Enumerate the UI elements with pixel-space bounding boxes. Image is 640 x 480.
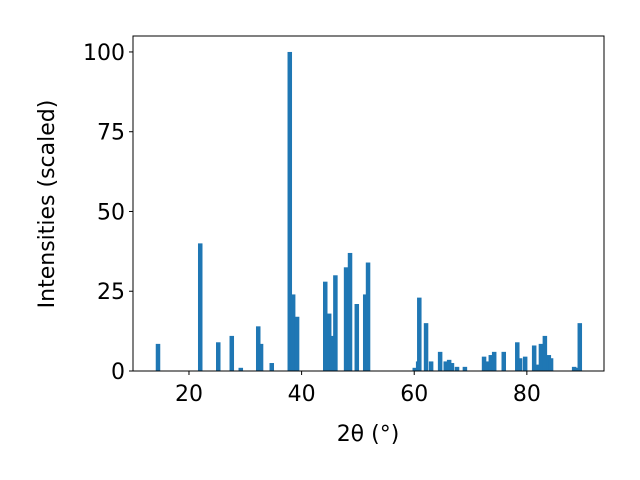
bar xyxy=(329,335,335,371)
bar xyxy=(491,351,497,371)
bar xyxy=(548,358,554,371)
y-tick-label: 25 xyxy=(97,280,125,305)
bar xyxy=(481,356,487,371)
bar xyxy=(258,343,264,371)
x-tick-label: 20 xyxy=(175,382,203,407)
bar xyxy=(412,367,418,371)
y-tick-label: 0 xyxy=(111,360,125,385)
bar xyxy=(343,267,349,371)
bar xyxy=(155,343,161,371)
bar xyxy=(290,294,296,371)
bar xyxy=(446,359,452,371)
bar xyxy=(488,355,494,371)
bar xyxy=(417,297,422,371)
bar xyxy=(428,361,434,371)
y-tick-label: 75 xyxy=(97,121,125,146)
bar xyxy=(531,345,537,371)
bar xyxy=(534,364,540,371)
bar xyxy=(365,262,371,371)
bar xyxy=(354,304,360,371)
bar xyxy=(238,367,244,371)
bar xyxy=(333,275,338,371)
bar xyxy=(269,363,275,371)
bar xyxy=(326,313,332,371)
bar xyxy=(423,323,429,371)
bar xyxy=(577,323,583,371)
bar xyxy=(501,351,507,371)
x-axis-label: 2θ (°) xyxy=(337,422,400,447)
y-axis-label: Intensities (scaled) xyxy=(35,100,60,309)
y-tick-label: 100 xyxy=(83,41,125,66)
bar xyxy=(216,342,221,371)
bar xyxy=(542,335,548,371)
bar xyxy=(449,363,455,371)
bar xyxy=(197,243,203,371)
bar xyxy=(229,335,235,371)
bar xyxy=(515,342,520,371)
x-tick-label: 60 xyxy=(400,382,428,407)
bar xyxy=(454,366,460,371)
bar xyxy=(443,361,449,371)
bar xyxy=(437,351,443,371)
bar xyxy=(538,343,544,371)
bar xyxy=(571,366,577,371)
plot-frame xyxy=(132,35,605,372)
bar xyxy=(484,361,490,371)
bar xyxy=(287,51,293,371)
bar xyxy=(574,367,580,371)
bar xyxy=(347,252,353,371)
bar xyxy=(517,358,523,371)
bar xyxy=(462,366,468,371)
x-tick-label: 80 xyxy=(513,382,541,407)
bar xyxy=(522,356,528,371)
bar xyxy=(255,326,261,371)
bar xyxy=(294,316,300,371)
x-tick-label: 40 xyxy=(288,382,316,407)
bar xyxy=(322,281,328,371)
bar xyxy=(362,294,368,371)
y-tick-label: 50 xyxy=(97,200,125,225)
